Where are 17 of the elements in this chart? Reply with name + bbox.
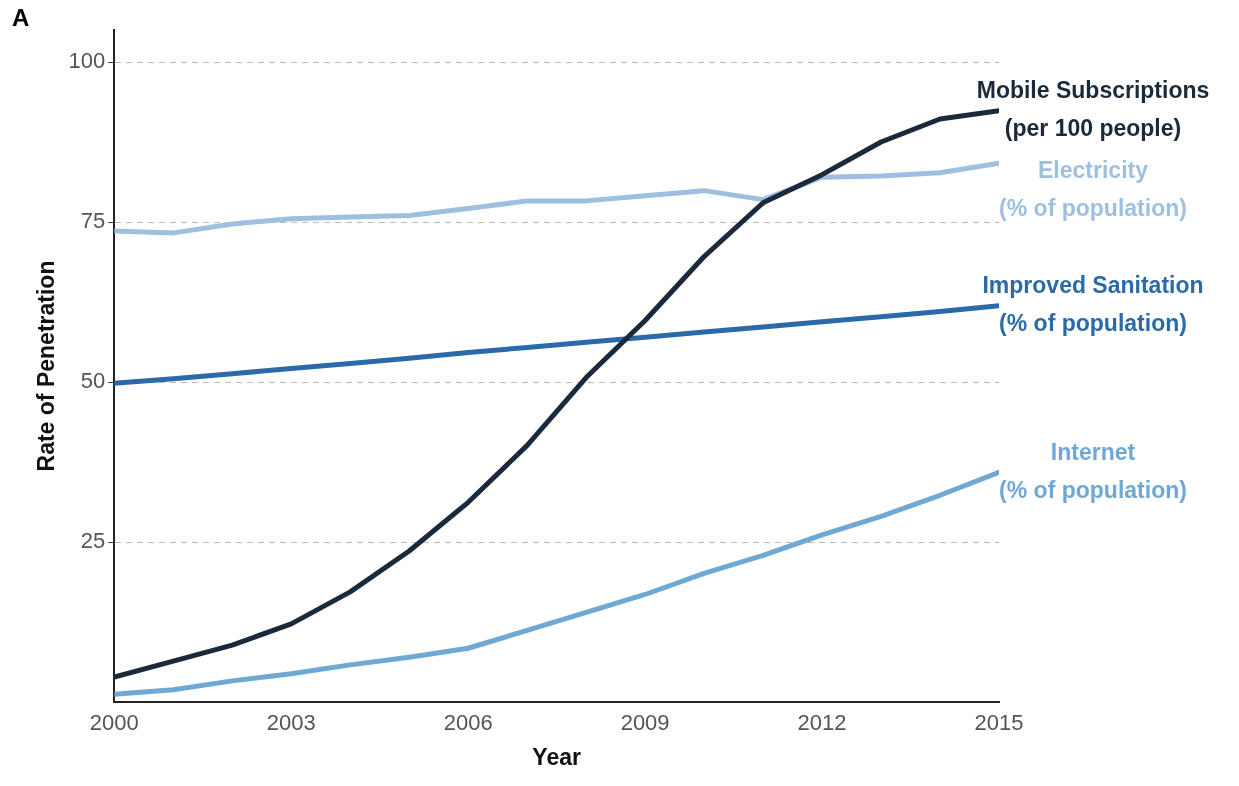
- x-tick-label: 2003: [266, 710, 316, 736]
- y-tick-label: 100: [68, 48, 106, 74]
- y-tick-label: 75: [80, 208, 106, 234]
- series-label: Mobile Subscriptions (per 100 people): [976, 76, 1210, 141]
- x-tick-label: 2009: [620, 710, 670, 736]
- series-label: Electricity (% of population): [999, 156, 1187, 221]
- x-tick-label: 2012: [797, 710, 847, 736]
- series-label: Internet (% of population): [999, 438, 1187, 503]
- series-label: Improved Sanitation (% of population): [982, 272, 1204, 337]
- text: A: [12, 4, 30, 32]
- x-tick-label: 2000: [89, 710, 139, 736]
- y-axis-title: Rate of Penetration: [33, 260, 60, 472]
- y-tick-label: 50: [80, 368, 106, 394]
- x-tick-label: 2006: [443, 710, 493, 736]
- x-axis-title: Year: [532, 743, 581, 770]
- x-tick-label: 2015: [974, 710, 1024, 736]
- y-tick-label: 25: [80, 528, 106, 554]
